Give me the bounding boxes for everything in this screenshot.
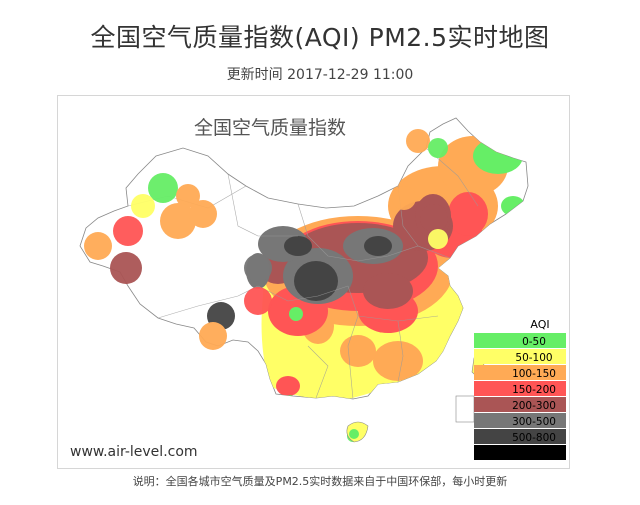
update-time: 更新时间 2017-12-29 11:00: [226, 67, 414, 83]
aqi-legend: AQI 0-50 50-100 100-150 150-200 200-300 300-5…: [474, 318, 566, 460]
legend-item: 0-50: [474, 333, 566, 348]
legend-item: 200-300: [474, 397, 566, 412]
aqi-map-panel: 全国空气质量指数 www.air-level.com AQI 0-50 50-10…: [57, 95, 570, 469]
legend-swatch: [474, 381, 566, 396]
legend-label: 500-800: [512, 432, 556, 444]
legend-title: AQI: [530, 318, 549, 331]
legend-label: 800以上: [513, 448, 554, 460]
legend-swatch: [474, 333, 566, 348]
legend-label: 300-500: [512, 416, 556, 428]
legend-label: 150-200: [512, 384, 556, 396]
legend-label: 100-150: [512, 368, 556, 380]
inner-map-title: 全国空气质量指数: [194, 117, 346, 139]
legend-swatch: [474, 445, 566, 460]
footer-note: 说明：全国各城市空气质量及PM2.5实时数据来自于中国环保部，每小时更新: [132, 475, 508, 488]
legend-item: 300-500: [474, 413, 566, 428]
legend-item: 100-150: [474, 365, 566, 380]
legend-label: 200-300: [512, 400, 556, 412]
legend-swatch: [474, 365, 566, 380]
legend-swatch: [474, 413, 566, 428]
legend-swatch: [474, 397, 566, 412]
legend-item: 500-800: [474, 429, 566, 444]
aqi-heat-layer: [246, 136, 525, 399]
page-title: 全国空气质量指数(AQI) PM2.5实时地图: [90, 23, 550, 52]
watermark: www.air-level.com: [70, 444, 198, 460]
aqi-map: 全国空气质量指数 www.air-level.com AQI 0-50 50-10…: [70, 117, 566, 460]
station-markers: [84, 129, 448, 442]
legend-item: 150-200: [474, 381, 566, 396]
legend-swatch: [474, 429, 566, 444]
legend-swatch: [474, 349, 566, 364]
legend-item: 50-100: [474, 349, 566, 364]
legend-label: 50-100: [515, 352, 552, 364]
legend-label: 0-50: [522, 336, 546, 348]
legend-item: 800以上: [474, 445, 566, 460]
